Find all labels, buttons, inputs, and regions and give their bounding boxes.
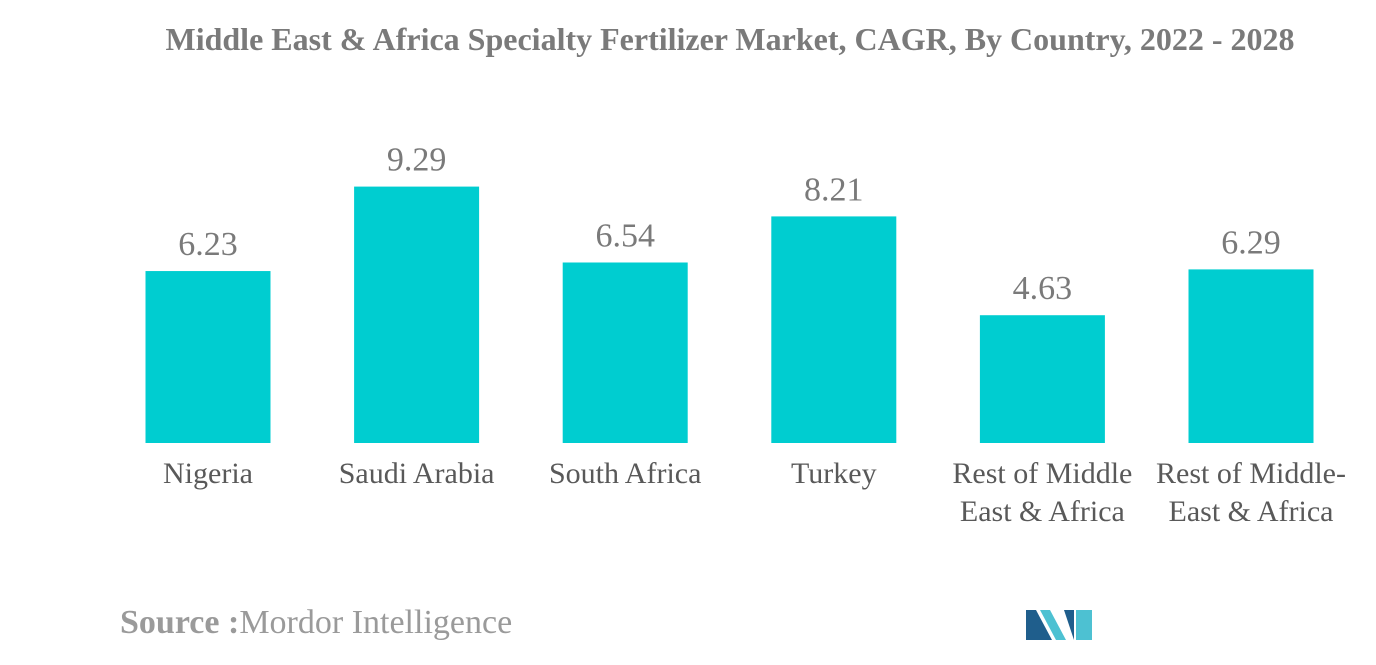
category-label: Saudi Arabia [338,457,495,490]
category-label: Rest of Middle East & Africa [952,457,1133,528]
category-label: Rest of Middle-East & Africa [1156,457,1346,528]
source-label: Source : [120,604,240,641]
bars-group [145,186,1314,443]
bar [562,262,688,443]
category-label: South Africa [548,457,702,490]
chart-title: Middle East & Africa Specialty Fertilize… [165,21,1295,57]
source-value: Mordor Intelligence [239,604,513,641]
category-label: Turkey [791,457,877,490]
bar-value-label: 6.23 [178,226,238,263]
bar [1188,269,1314,443]
mordor-intelligence-logo [1026,610,1092,640]
bar [979,315,1105,443]
bar-value-label: 4.63 [1013,270,1073,307]
bar [145,271,271,443]
category-label: Nigeria [163,457,253,490]
source-note: Source :Mordor Intelligence [120,604,512,642]
bar-value-label: 9.29 [387,142,447,179]
bar [771,216,897,443]
value-labels-group: 6.23 9.29 6.54 8.21 4.63 6.29 [178,142,1281,308]
bar-value-label: 6.29 [1221,224,1281,261]
bar-value-label: 8.21 [804,171,864,208]
bar [354,186,480,443]
bar-value-label: 6.54 [595,217,655,254]
